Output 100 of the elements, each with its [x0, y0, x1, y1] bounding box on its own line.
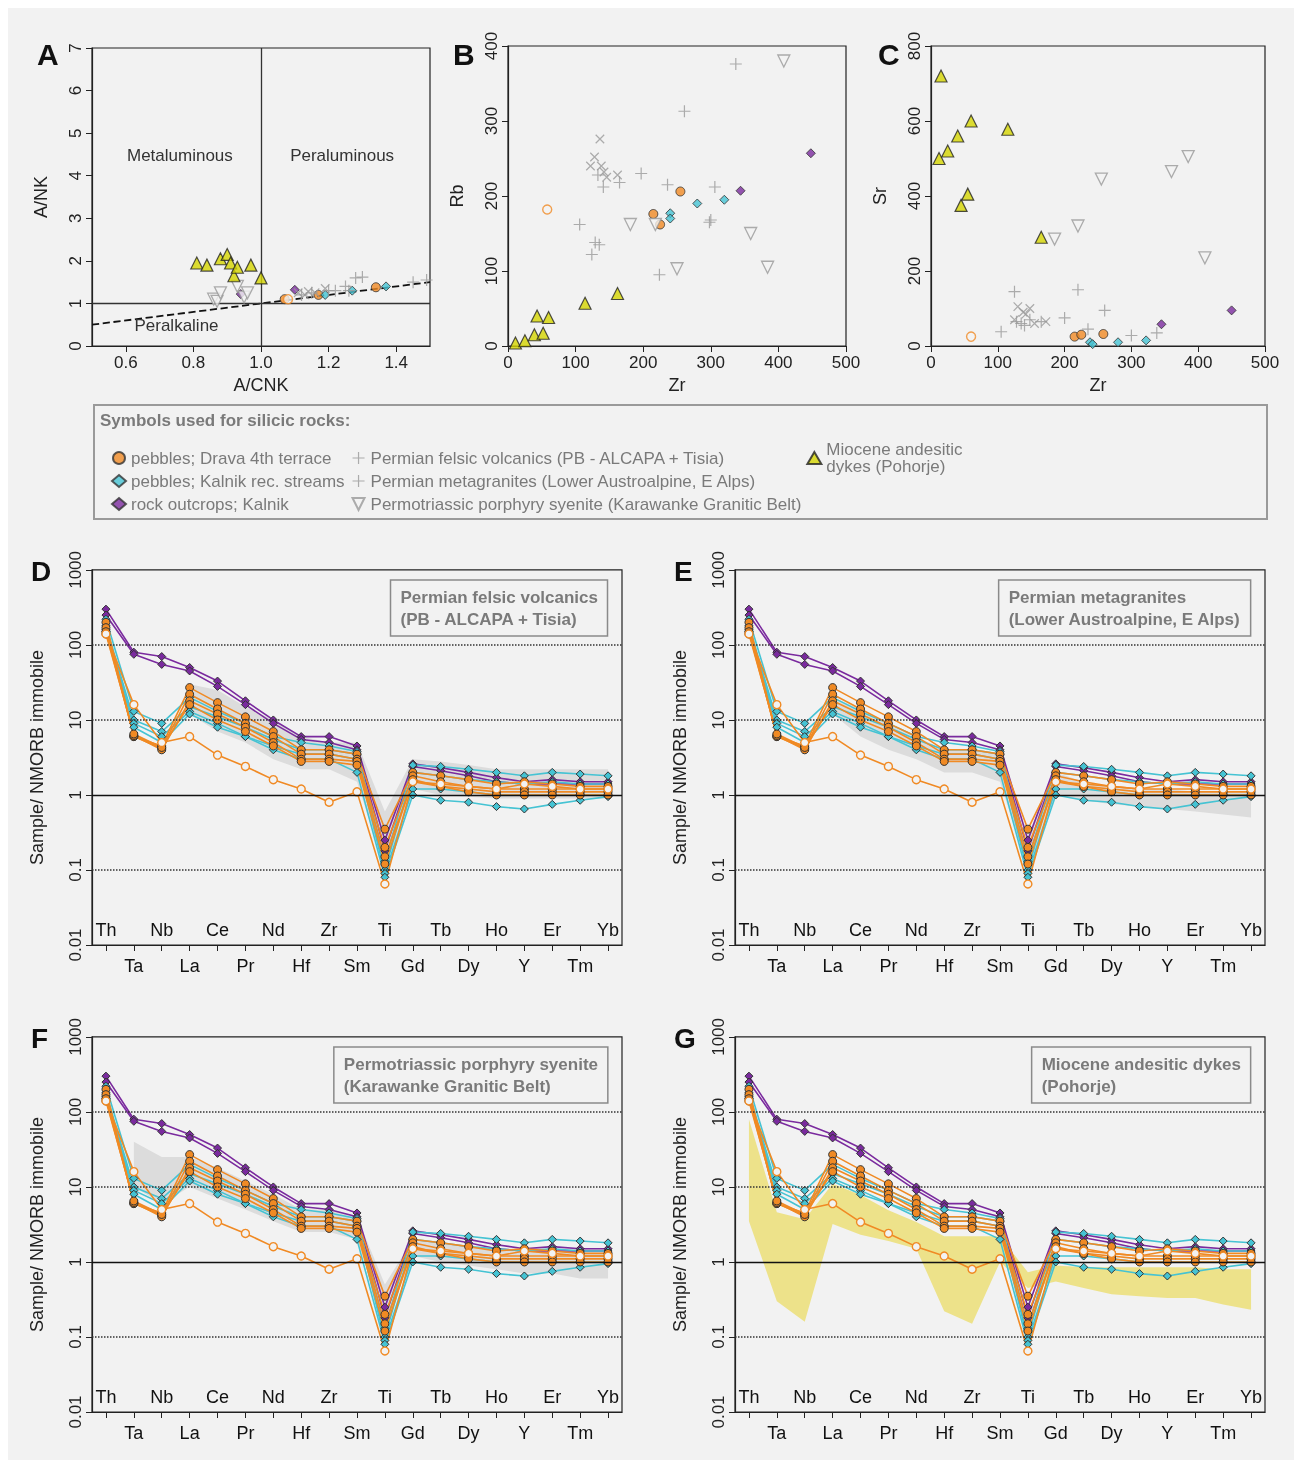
chart-title: E	[674, 555, 693, 587]
x-tick-label: Nd	[261, 1387, 285, 1407]
y-tick-label: 0.01	[709, 928, 728, 962]
chart-title: B	[453, 37, 475, 71]
y-tick-label: 3	[66, 213, 85, 224]
x-tick-label: La	[822, 1423, 844, 1443]
x-tick-label: Yb	[597, 920, 620, 940]
x-tick-label: Yb	[1240, 1387, 1263, 1407]
x-tick-label: Ta	[124, 956, 145, 976]
x-tick-label: 0	[503, 353, 513, 372]
legend-label: Permian metagranites (Lower Austroalpine, E Alps)	[370, 471, 756, 491]
x-tick-label: Y	[1161, 1423, 1174, 1443]
x-tick-label: Ho	[484, 920, 508, 940]
chart-title: G	[674, 1022, 696, 1054]
y-tick-label: 100	[482, 256, 501, 286]
y-tick-label: 6	[66, 85, 85, 96]
x-axis-title: Zr	[668, 375, 686, 395]
x-tick-label: Tb	[430, 920, 452, 940]
y-tick-label: 1	[709, 790, 728, 800]
x-tick-label: Nd	[904, 920, 928, 940]
x-tick-label: Ti	[1020, 1387, 1036, 1407]
legend-label: Miocene andesitic dykes (Pohorje)	[826, 440, 968, 476]
annotation: Peraluminous	[290, 145, 395, 165]
x-tick-label: 100	[983, 353, 1012, 372]
x-tick-label: 400	[1184, 353, 1213, 372]
x-tick-label: Gd	[400, 1423, 425, 1443]
x-tick-label: Er	[1186, 920, 1205, 940]
x-tick-label: Sm	[986, 1423, 1014, 1443]
y-tick-label: 0	[482, 341, 501, 351]
y-tick-label: 0.1	[66, 1325, 85, 1349]
x-tick-label: La	[822, 956, 844, 976]
legend-label: Permotriassic porphyry syenite (Karawanke Granitic Belt)	[370, 494, 802, 514]
x-tick-label: Dy	[1100, 1423, 1123, 1443]
y-tick-label: 1000	[709, 551, 728, 589]
y-tick-label: 0.01	[66, 928, 85, 962]
x-tick-label: Hf	[292, 956, 312, 976]
x-tick-label: Dy	[457, 1423, 480, 1443]
y-axis-title: Sample/ NMORB immobile	[27, 1116, 47, 1332]
y-tick-label: 600	[905, 106, 924, 136]
x-tick-label: Nb	[150, 920, 174, 940]
x-tick-label: Ho	[484, 1387, 508, 1407]
annotation: Peralkaline	[134, 315, 219, 335]
y-tick-label: 2	[66, 256, 85, 266]
x-tick-label: Pr	[236, 1423, 255, 1443]
x-tick-label: Zr	[963, 920, 981, 940]
x-tick-label: Ce	[206, 920, 230, 940]
y-tick-label: 0.1	[66, 858, 85, 882]
x-tick-label: Hf	[292, 1423, 312, 1443]
y-axis-title: Sr	[870, 186, 890, 205]
x-tick-label: Pr	[236, 956, 255, 976]
chart-title: F	[31, 1022, 49, 1054]
x-tick-label: 400	[764, 353, 793, 372]
x-tick-label: Gd	[1043, 1423, 1068, 1443]
y-axis-title: Sample/ NMORB immobile	[670, 649, 690, 865]
x-tick-label: Nd	[261, 920, 285, 940]
y-tick-label: 1000	[709, 1018, 728, 1056]
chart-title: D	[31, 555, 52, 587]
x-tick-label: Pr	[879, 1423, 898, 1443]
x-tick-label: Th	[95, 1387, 117, 1407]
x-tick-label: 100	[561, 353, 590, 372]
y-axis-title: A/NK	[31, 175, 51, 219]
y-tick-label: 4	[66, 170, 85, 181]
x-tick-label: Sm	[986, 956, 1014, 976]
x-tick-label: Gd	[400, 956, 425, 976]
y-tick-label: 200	[905, 256, 924, 286]
x-tick-label: Ce	[849, 1387, 873, 1407]
x-tick-label: 0.8	[181, 353, 206, 372]
x-tick-label: Tb	[1073, 1387, 1095, 1407]
x-tick-label: Nd	[904, 1387, 928, 1407]
y-tick-label: 1	[66, 790, 85, 800]
x-tick-label: La	[179, 956, 201, 976]
y-tick-label: 100	[66, 1097, 85, 1127]
x-tick-label: Hf	[935, 956, 955, 976]
y-tick-label: 400	[482, 31, 501, 61]
chart-title: C	[878, 37, 900, 71]
x-tick-label: Tb	[1073, 920, 1095, 940]
legend-label: pebbles; Kalnik rec. streams	[131, 471, 345, 491]
x-tick-label: Ho	[1127, 1387, 1151, 1407]
x-tick-label: Th	[95, 920, 117, 940]
x-tick-label: 1.4	[384, 353, 409, 372]
y-tick-label: 400	[905, 181, 924, 211]
x-tick-label: Y	[1161, 956, 1174, 976]
y-tick-label: 1	[709, 1257, 728, 1267]
x-tick-label: 500	[1250, 353, 1280, 372]
y-axis-title: Rb	[447, 184, 467, 208]
y-tick-label: 100	[66, 630, 85, 660]
x-tick-label: Y	[518, 956, 531, 976]
x-tick-label: Zr	[320, 1387, 338, 1407]
x-tick-label: Tb	[430, 1387, 452, 1407]
y-tick-label: 1000	[66, 551, 85, 589]
x-tick-label: Hf	[935, 1423, 955, 1443]
y-tick-label: 300	[482, 106, 501, 136]
x-tick-label: Nb	[793, 920, 817, 940]
y-tick-label: 7	[66, 43, 85, 53]
x-tick-label: Zr	[963, 1387, 981, 1407]
y-tick-label: 1	[66, 298, 85, 309]
y-tick-label: 800	[905, 31, 924, 61]
y-tick-label: 10	[709, 1177, 728, 1197]
x-tick-label: Dy	[1100, 956, 1123, 976]
y-tick-label: 200	[482, 181, 501, 211]
